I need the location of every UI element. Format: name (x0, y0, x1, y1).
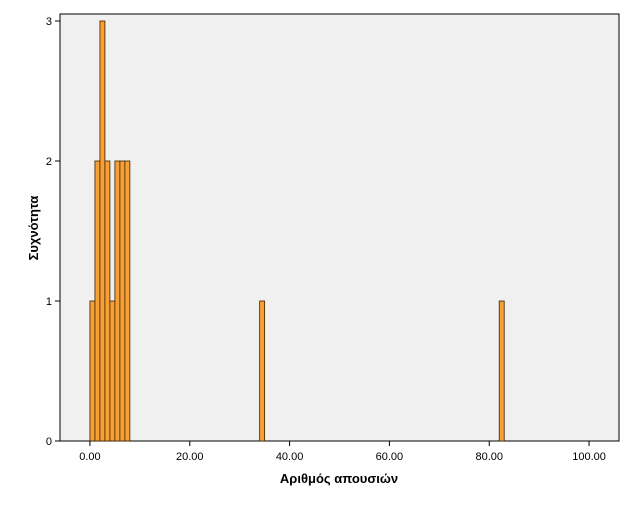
x-tick-label: 60.00 (376, 451, 404, 463)
x-tick-label: 40.00 (276, 451, 304, 463)
y-tick-label: 0 (46, 436, 52, 448)
y-tick-label: 2 (46, 156, 52, 168)
histogram-bar (124, 160, 131, 442)
histogram-bar (99, 20, 106, 442)
histogram-bar (114, 160, 121, 442)
y-axis-title: Συχνότητα (26, 196, 41, 261)
histogram-bar (119, 160, 126, 442)
histogram-bar (104, 160, 111, 442)
bars-group (89, 20, 505, 442)
y-tick-label: 3 (46, 16, 52, 28)
x-tick-label: 0.00 (79, 451, 100, 463)
x-axis: 0.00 20.00 40.00 60.00 80.00 100.00 (79, 441, 606, 463)
histogram-bar (498, 300, 505, 442)
histogram-bar (259, 300, 266, 442)
x-axis-title: Αριθμός απουσιών (280, 471, 398, 486)
y-axis: 0 1 2 3 (46, 16, 60, 448)
plot-area (59, 13, 620, 442)
y-tick-label: 1 (46, 296, 52, 308)
histogram-bar (89, 300, 96, 442)
histogram-bar (109, 300, 116, 442)
x-tick-label: 100.00 (572, 451, 606, 463)
x-tick-label: 20.00 (176, 451, 204, 463)
histogram-bar (94, 160, 101, 442)
x-tick-label: 80.00 (475, 451, 503, 463)
